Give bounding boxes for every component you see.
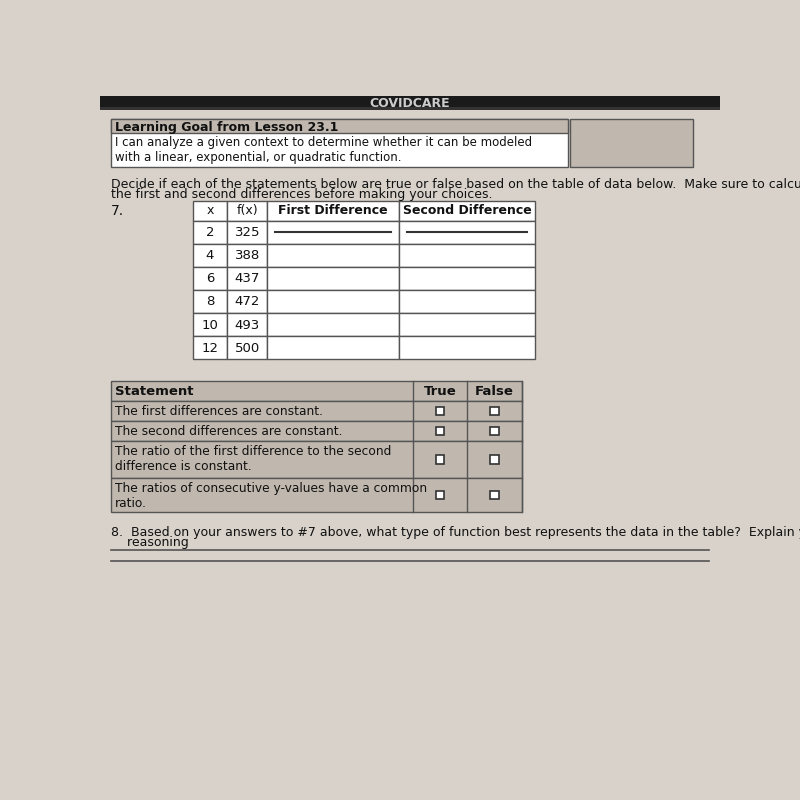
Bar bbox=[267, 221, 399, 244]
Text: 6: 6 bbox=[206, 272, 214, 286]
Bar bbox=[490, 426, 498, 435]
Text: 8.  Based on your answers to #7 above, what type of function best represents the: 8. Based on your answers to #7 above, wh… bbox=[111, 526, 800, 538]
Bar bbox=[193, 267, 227, 290]
Text: COVIDCARE: COVIDCARE bbox=[370, 97, 450, 110]
Text: The first differences are constant.: The first differences are constant. bbox=[114, 405, 322, 418]
Bar bbox=[267, 267, 399, 290]
Text: 388: 388 bbox=[234, 250, 260, 262]
Bar bbox=[111, 421, 522, 441]
Text: True: True bbox=[424, 385, 457, 398]
Text: 472: 472 bbox=[234, 295, 260, 309]
Text: f(x): f(x) bbox=[237, 204, 258, 217]
Bar bbox=[490, 455, 498, 464]
Text: The ratio of the first difference to the second
difference is constant.: The ratio of the first difference to the… bbox=[114, 445, 391, 473]
Bar bbox=[436, 426, 445, 435]
Bar bbox=[193, 221, 227, 244]
Bar bbox=[100, 96, 720, 106]
Bar bbox=[267, 290, 399, 313]
Bar bbox=[227, 336, 267, 359]
Bar bbox=[399, 313, 534, 336]
Bar bbox=[490, 406, 498, 415]
Text: 500: 500 bbox=[234, 342, 260, 354]
Text: 4: 4 bbox=[206, 250, 214, 262]
Text: The second differences are constant.: The second differences are constant. bbox=[114, 425, 342, 438]
Text: the first and second differences before making your choices.: the first and second differences before … bbox=[111, 188, 492, 202]
Bar bbox=[436, 455, 445, 464]
Bar bbox=[111, 119, 568, 133]
Text: False: False bbox=[475, 385, 514, 398]
Bar bbox=[399, 221, 534, 244]
Bar bbox=[436, 490, 445, 499]
Text: x: x bbox=[206, 204, 214, 217]
Bar bbox=[227, 244, 267, 267]
Bar bbox=[193, 336, 227, 359]
Text: 2: 2 bbox=[206, 226, 214, 239]
Text: 325: 325 bbox=[234, 226, 260, 239]
Bar bbox=[490, 490, 498, 499]
Bar bbox=[267, 244, 399, 267]
Bar bbox=[193, 201, 227, 221]
Bar bbox=[399, 267, 534, 290]
Text: The ratios of consecutive y-values have a common
ratio.: The ratios of consecutive y-values have … bbox=[114, 482, 427, 510]
Bar bbox=[111, 381, 522, 401]
Text: Learning Goal from Lesson 23.1: Learning Goal from Lesson 23.1 bbox=[114, 121, 338, 134]
Bar bbox=[267, 313, 399, 336]
Bar bbox=[570, 119, 693, 167]
Text: 437: 437 bbox=[234, 272, 260, 286]
Bar bbox=[399, 201, 534, 221]
Bar bbox=[227, 201, 267, 221]
Bar bbox=[111, 478, 522, 512]
Bar bbox=[111, 401, 522, 421]
Text: Decide if each of the statements below are true or false based on the table of d: Decide if each of the statements below a… bbox=[111, 178, 800, 190]
Bar bbox=[227, 313, 267, 336]
Bar bbox=[111, 441, 522, 478]
Text: First Difference: First Difference bbox=[278, 204, 388, 217]
Bar bbox=[227, 267, 267, 290]
Text: I can analyze a given context to determine whether it can be modeled
with a line: I can analyze a given context to determi… bbox=[114, 136, 532, 164]
Bar bbox=[227, 290, 267, 313]
Text: 12: 12 bbox=[202, 342, 218, 354]
Bar bbox=[100, 106, 720, 110]
Text: Statement: Statement bbox=[114, 385, 194, 398]
Bar bbox=[399, 290, 534, 313]
Bar bbox=[436, 406, 445, 415]
Text: 8: 8 bbox=[206, 295, 214, 309]
Text: Second Difference: Second Difference bbox=[402, 204, 531, 217]
Bar bbox=[267, 201, 399, 221]
Bar bbox=[193, 313, 227, 336]
Bar bbox=[193, 290, 227, 313]
Text: 10: 10 bbox=[202, 318, 218, 331]
Bar bbox=[399, 336, 534, 359]
Text: 7.: 7. bbox=[111, 204, 124, 218]
Bar bbox=[227, 221, 267, 244]
Bar bbox=[399, 244, 534, 267]
Text: reasoning: reasoning bbox=[111, 537, 189, 550]
Bar bbox=[193, 244, 227, 267]
Bar bbox=[111, 119, 568, 167]
Text: 493: 493 bbox=[234, 318, 260, 331]
Bar bbox=[267, 336, 399, 359]
